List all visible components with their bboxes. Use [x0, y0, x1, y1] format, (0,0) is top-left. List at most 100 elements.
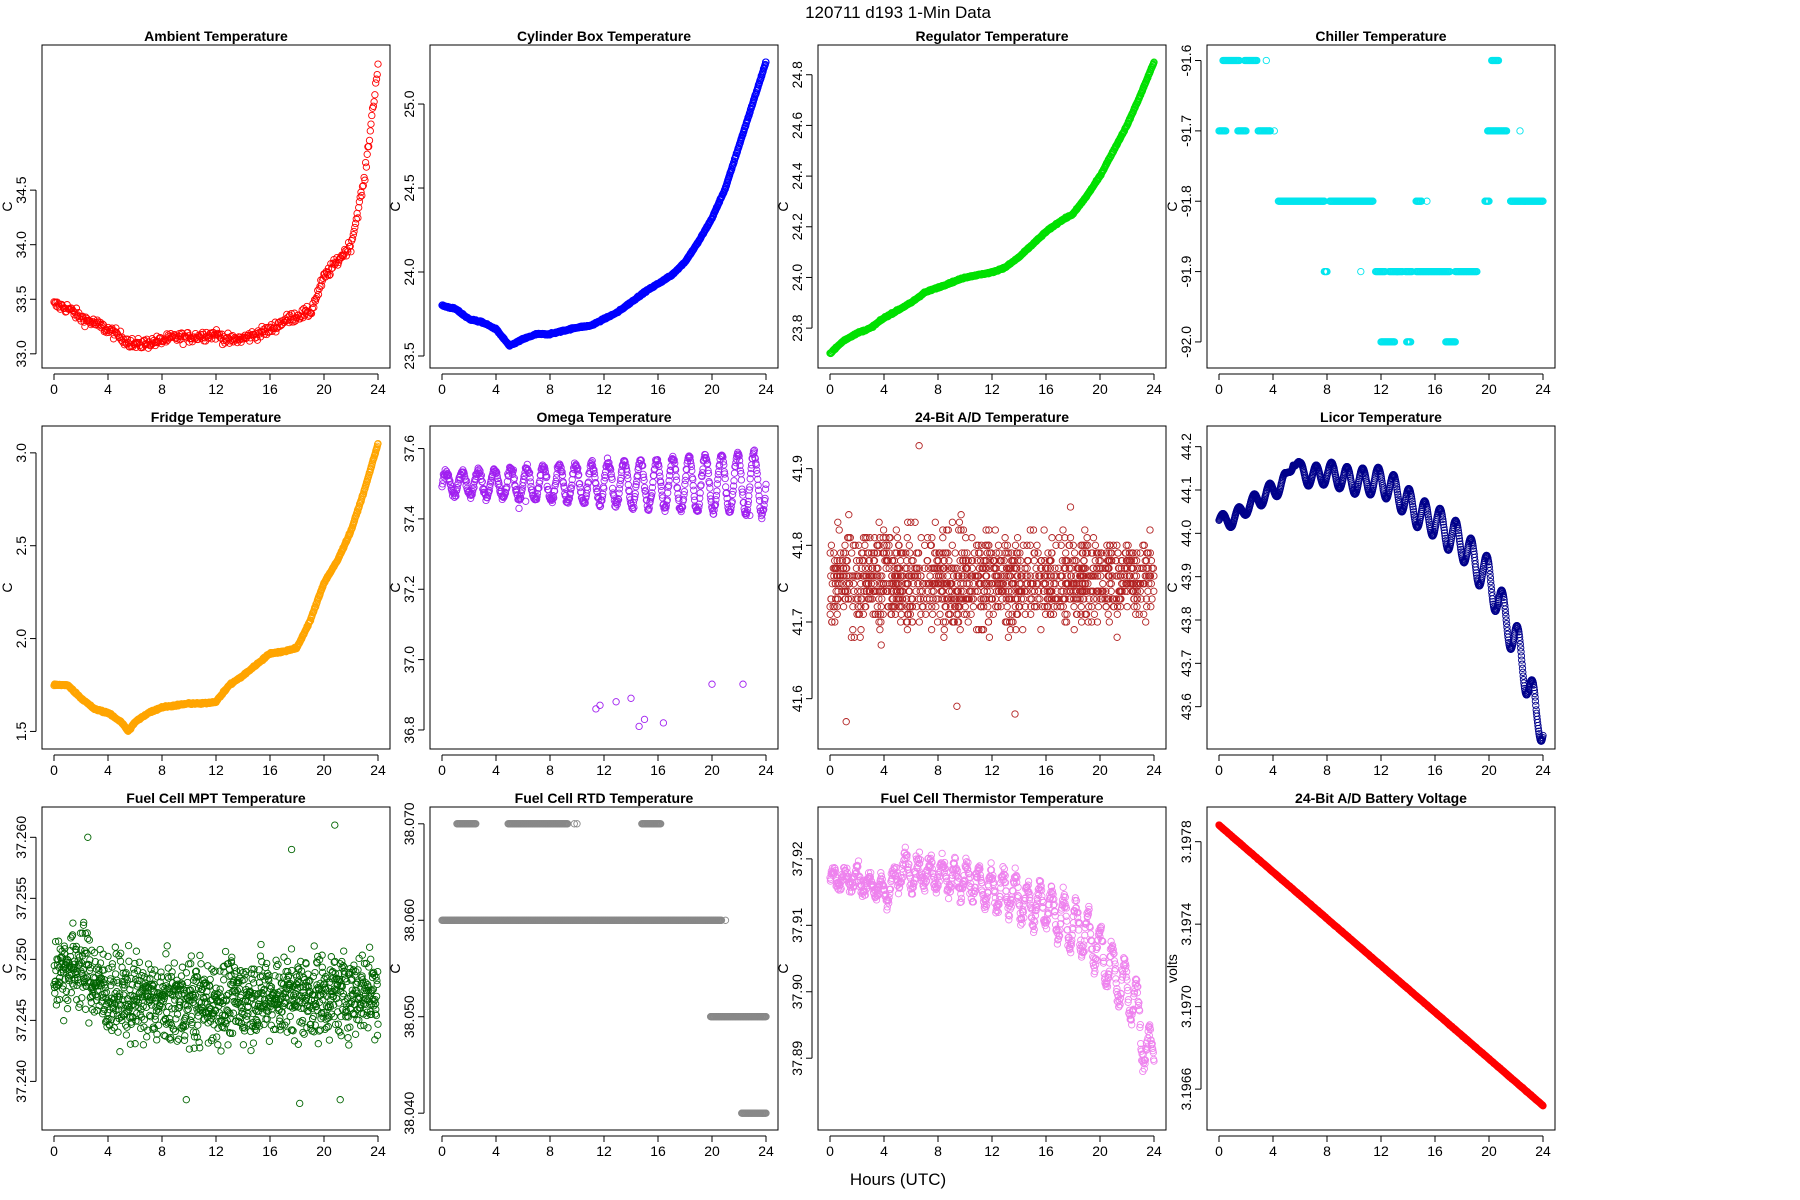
data-point [251, 334, 259, 342]
y-tick-label: 33.0 [13, 340, 29, 367]
x-tick-label: 24 [1535, 381, 1551, 397]
data-point [1140, 610, 1148, 618]
x-tick-label: 12 [596, 381, 612, 397]
x-axis: 0 4 8 12 16 20 24 [50, 754, 386, 778]
x-tick-label: 16 [262, 762, 278, 778]
data-point [877, 641, 885, 649]
y-axis: 36.837.037.237.437.6 [401, 435, 425, 744]
data-point [201, 334, 209, 342]
y-tick-label: -91.8 [1178, 185, 1194, 217]
data-point [857, 626, 865, 634]
data-point [349, 231, 357, 239]
data-point [923, 534, 932, 542]
x-tick-label: 20 [1092, 381, 1108, 397]
data-point [68, 306, 77, 314]
data-point [1083, 534, 1091, 542]
x-tick-label: 20 [704, 762, 720, 778]
x-tick-label: 20 [316, 381, 332, 397]
y-axis: 33.033.534.034.5 [13, 176, 37, 367]
y-tick-label: 37.4 [401, 505, 417, 532]
data-point [359, 181, 367, 190]
data-point [149, 339, 157, 348]
plot-frame [817, 44, 1167, 369]
data-point [53, 298, 61, 306]
data-point [515, 504, 523, 513]
x-tick-label: 8 [934, 381, 942, 397]
y-axis: 41.641.741.841.9 [789, 455, 813, 712]
data-point [148, 335, 156, 343]
x-tick-label: 4 [880, 381, 888, 397]
data-point [1113, 610, 1121, 618]
data-point [1030, 557, 1038, 565]
x-tick-label: 16 [1038, 381, 1054, 397]
data-points [50, 439, 382, 735]
data-point [374, 60, 382, 68]
plot-frame [817, 425, 1167, 750]
x-tick-label: 24 [758, 762, 774, 778]
y-tick-label: 34.0 [13, 231, 29, 258]
y-axis: 23.524.024.525.0 [401, 90, 425, 370]
panel-title: 24-Bit A/D Temperature [915, 409, 1069, 425]
y-axis-label: C [0, 582, 15, 592]
y-axis-label: C [775, 201, 791, 211]
data-point [713, 487, 721, 495]
x-tick-label: 0 [438, 762, 446, 778]
data-point [762, 480, 770, 489]
x-tick-label: 0 [50, 762, 58, 778]
x-tick-label: 4 [492, 381, 500, 397]
y-tick-label: -91.7 [1178, 115, 1194, 147]
data-point [77, 317, 85, 325]
x-tick-label: 4 [492, 762, 500, 778]
x-tick-label: 4 [1269, 381, 1277, 397]
data-point [303, 302, 311, 311]
data-point [361, 158, 370, 167]
x-tick-label: 8 [158, 381, 166, 397]
panel-title: Ambient Temperature [144, 28, 288, 44]
y-tick-label: 37.2 [401, 575, 417, 602]
x-tick-label: 0 [438, 381, 446, 397]
x-tick-label: 16 [650, 762, 666, 778]
y-axis-label: C [775, 582, 791, 592]
x-tick-label: 12 [984, 762, 1000, 778]
data-point [354, 214, 362, 222]
y-tick-label: 24.0 [789, 264, 805, 291]
data-point [897, 610, 905, 618]
data-point [366, 127, 374, 135]
y-tick-label: 41.8 [789, 531, 805, 558]
x-axis: 0 4 8 12 16 20 24 [826, 373, 1162, 397]
data-point [1516, 127, 1524, 135]
data-point [1146, 526, 1154, 534]
data-point [143, 335, 151, 343]
plot-frame [41, 44, 391, 369]
data-point [1357, 267, 1365, 276]
y-tick-label: -91.6 [1178, 44, 1194, 76]
plot-frame [429, 44, 779, 369]
data-point [1003, 603, 1011, 611]
data-point [845, 511, 853, 519]
x-tick-label: 24 [1146, 381, 1162, 397]
data-point [926, 572, 934, 580]
x-axis: 0 4 8 12 16 20 24 [826, 754, 1162, 778]
x-tick-label: 16 [650, 381, 666, 397]
x-tick-label: 0 [50, 381, 58, 397]
data-point [849, 626, 857, 634]
y-axis: 1.52.02.53.0 [13, 443, 37, 741]
data-point [1048, 534, 1056, 542]
data-point [640, 715, 649, 724]
x-tick-label: 0 [826, 381, 834, 397]
data-point [361, 176, 369, 184]
data-point [162, 338, 170, 346]
x-tick-label: 8 [158, 762, 166, 778]
data-point [306, 308, 314, 317]
y-axis: -92.0-91.9-91.8-91.7-91.6 [1178, 44, 1202, 358]
panel-title: Chiller Temperature [1315, 28, 1446, 44]
data-point [612, 698, 620, 706]
data-point [368, 111, 376, 120]
x-tick-label: 24 [1146, 762, 1162, 778]
y-axis-label: C [387, 201, 403, 211]
x-tick-label: 8 [934, 762, 942, 778]
data-point [1150, 587, 1158, 595]
